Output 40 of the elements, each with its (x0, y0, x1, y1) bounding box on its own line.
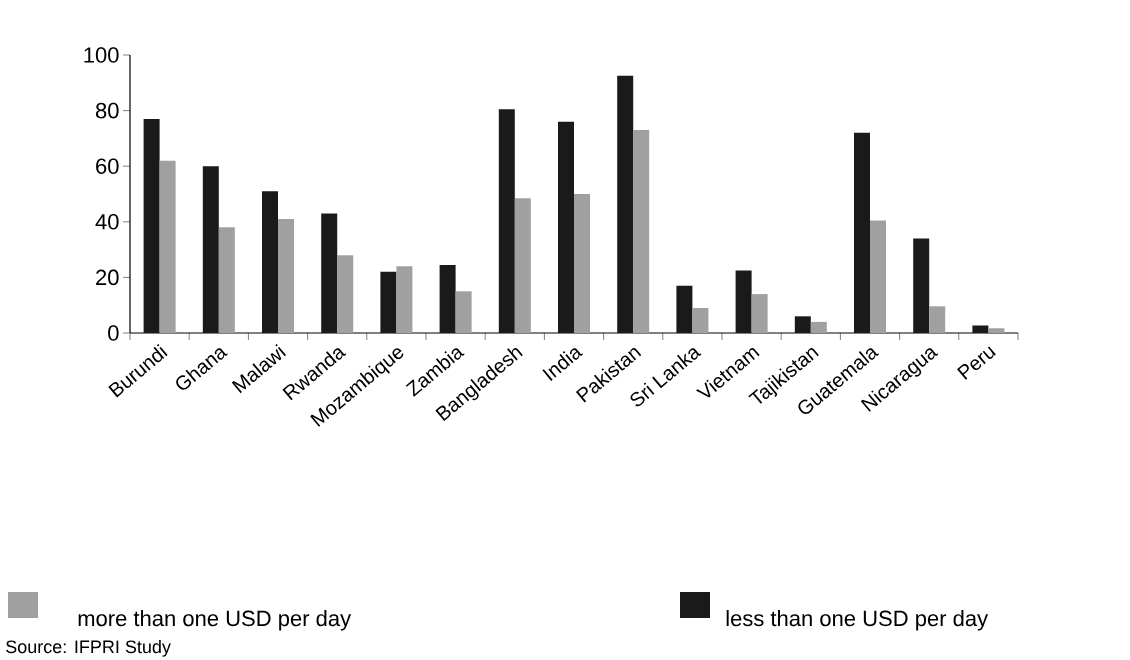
bar (498, 109, 515, 333)
bar (514, 198, 531, 333)
legend-label: less than one USD per day (726, 610, 989, 631)
bar (159, 160, 176, 333)
y-tick-label: 0 (108, 325, 119, 341)
bar (794, 316, 811, 333)
bar (380, 271, 397, 333)
y-tick-label: 100 (84, 47, 119, 63)
y-tick-label: 40 (95, 214, 119, 230)
bar (810, 321, 827, 333)
bar (218, 227, 235, 333)
bar (676, 285, 693, 333)
source-note: Source: IFPRI Study (6, 639, 171, 657)
bar (751, 294, 768, 333)
bar (439, 264, 456, 333)
bar (633, 130, 650, 333)
bar (262, 191, 279, 333)
bar (337, 255, 354, 333)
bar (870, 220, 886, 333)
bar (574, 193, 591, 333)
bar (692, 307, 709, 333)
bar (278, 219, 295, 333)
bar (396, 266, 413, 333)
y-tick-label: 20 (96, 269, 119, 286)
bar (913, 238, 930, 333)
x-tick-label: Peru (957, 346, 996, 380)
bar (558, 121, 575, 333)
bar (854, 132, 871, 333)
bar (455, 291, 472, 333)
legend-label: more than one USD per day (78, 610, 352, 631)
bar (988, 328, 1005, 333)
bar (617, 75, 634, 333)
bar (202, 166, 219, 333)
y-tick-label: 80 (95, 102, 119, 119)
bar (972, 325, 989, 333)
bar (321, 213, 338, 333)
bar (735, 270, 752, 333)
bar (143, 118, 160, 333)
bar (929, 306, 946, 333)
y-tick-label: 60 (96, 158, 119, 174)
